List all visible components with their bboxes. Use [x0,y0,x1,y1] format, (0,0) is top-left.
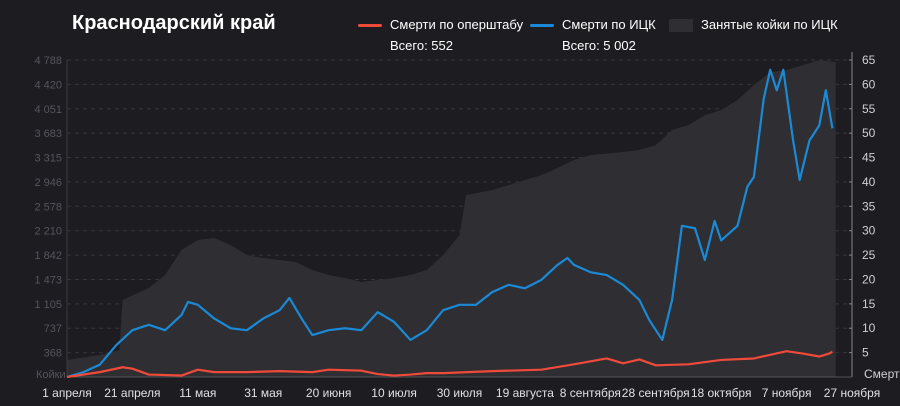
x-tick-label: 28 сентября [622,386,690,400]
y-right-tick-label: 35 [862,199,876,213]
legend-swatch-gray [669,19,693,32]
x-tick-label: 18 октября [691,386,752,400]
y-right-tick-label: 45 [862,151,876,165]
x-tick-label: 19 августа [496,386,554,400]
series-area-beds [67,60,836,377]
x-tick-label: 20 июня [306,386,352,400]
legend-swatch-blue [530,24,554,27]
x-tick-label: 30 июля [437,386,483,400]
y-left-tick-label: 1 105 [34,299,62,311]
y-left-tick-label: 3 315 [34,153,62,165]
y-left-tick-label: 4 788 [34,55,62,67]
x-tick-label: 8 сентября [560,386,621,400]
y-right-tick-label: 65 [862,53,876,67]
y-left-tick-label: 2 946 [34,177,62,189]
y-left-tick-label: 2 578 [34,201,62,213]
y-left-tick-label: 1 473 [34,274,62,286]
y-left-tick-label: 2 210 [34,226,62,238]
y-left-tick-label: 1 842 [34,250,62,262]
x-tick-label: 31 мая [244,386,282,400]
y-right-tick-label: 30 [862,224,876,238]
chart-title: Краснодарский край [72,12,276,34]
x-tick-label: 27 ноября [824,386,880,400]
y-right-tick-label: 5 [862,346,869,360]
y-right-tick-label: 20 [862,272,876,286]
y-left-tick-label: 368 [44,348,62,360]
x-tick-label: 11 мая [179,386,216,400]
legend-swatch-red [358,24,382,27]
y-right-tick-label: 10 [862,321,876,335]
y-right-tick-label: 25 [862,248,876,262]
legend-label: Смерти по оперштабу [390,17,524,32]
legend-label: Смерти по ИЦК [562,17,656,32]
legend-total: Всего: 552 [390,38,454,53]
x-tick-label: 10 июля [371,386,417,400]
series-line-operative-deaths [66,350,833,379]
y-left-axis-label: Койки [36,369,66,381]
y-left-tick-label: 3 683 [34,128,62,140]
legend-label: Занятые койки по ИЦК [701,17,838,32]
y-right-tick-label: 50 [862,126,876,140]
y-left-tick-label: 737 [44,323,62,335]
y-right-tick-label: 55 [862,102,876,116]
y-right-tick-label: 15 [862,297,876,311]
y-left-tick-label: 4 051 [34,104,62,116]
y-right-axis-label: Смерти [864,367,900,381]
y-right-tick-label: 60 [862,77,876,91]
y-left-tick-label: 4 420 [34,79,62,91]
x-tick-label: 7 ноября [762,386,812,400]
x-tick-label: 1 апреля [42,386,92,400]
y-right-tick-label: 40 [862,175,876,189]
x-tick-label: 21 апреля [104,386,160,400]
series-line-icc-deaths [66,68,834,379]
legend-total: Всего: 5 002 [562,38,636,53]
